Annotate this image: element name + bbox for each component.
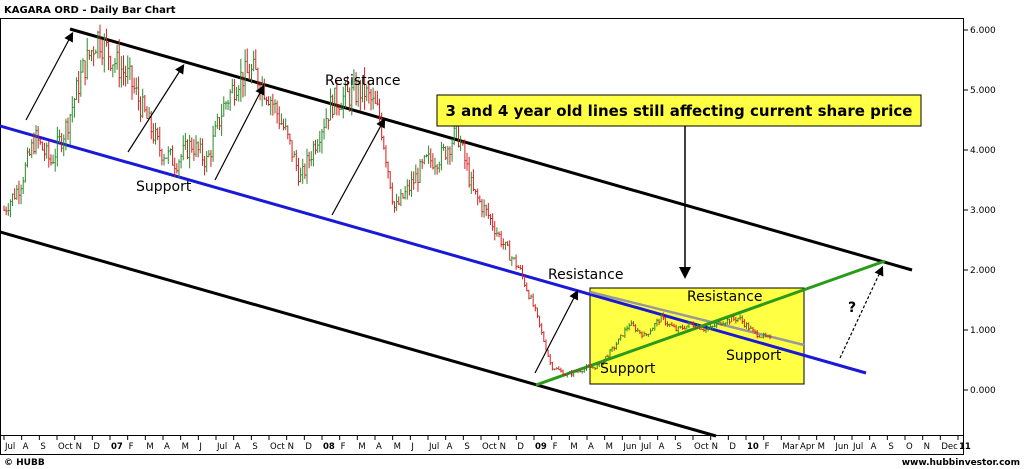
lower-channel-line bbox=[0, 230, 717, 438]
x-tick-label: Oct bbox=[694, 442, 709, 452]
blue-trend-line bbox=[0, 124, 867, 375]
x-tick-label: M bbox=[606, 442, 613, 452]
x-tick-label: Jun bbox=[622, 442, 636, 452]
x-tick-label: Mar bbox=[782, 442, 799, 452]
x-tick-label: F bbox=[765, 442, 770, 452]
x-tick-label: A bbox=[164, 442, 170, 452]
copyright-label: © HUBB bbox=[4, 458, 45, 468]
green-support-line bbox=[535, 259, 886, 387]
x-tick-label: N bbox=[76, 442, 82, 452]
x-tick-label: D bbox=[517, 442, 524, 452]
arrow-5 bbox=[534, 289, 579, 374]
x-tick-label: O bbox=[906, 442, 913, 452]
x-tick-label: S bbox=[40, 442, 45, 452]
x-tick-label: Jul bbox=[216, 442, 227, 452]
x-tick-label: F bbox=[129, 442, 134, 452]
y-tick-label: 6.000 bbox=[970, 26, 996, 36]
y-tick-label: 5.000 bbox=[970, 86, 996, 96]
question-label: ? bbox=[848, 300, 856, 316]
x-tick-label: S bbox=[676, 442, 681, 452]
support-label-box-right: Support bbox=[726, 348, 782, 364]
x-tick-label: M bbox=[818, 442, 825, 452]
x-tick-label: Jul bbox=[852, 442, 863, 452]
y-tick-label: 4.000 bbox=[970, 146, 996, 156]
x-tick-label: Dec bbox=[941, 442, 958, 452]
x-tick-label: F bbox=[341, 442, 346, 452]
x-tick-label: 08 bbox=[323, 442, 335, 452]
x-tick-label: N bbox=[288, 442, 294, 452]
x-tick-label: 09 bbox=[535, 442, 547, 452]
website-label: www.hubbinvestor.com bbox=[902, 458, 1020, 468]
x-tick-label: A bbox=[447, 442, 453, 452]
x-tick-label: N bbox=[924, 442, 930, 452]
x-tick-label: Oct bbox=[482, 442, 497, 452]
x-axis-ticks: Jul A S Oct N D 07 F M A M J Jul A S Oct N D 08 F M A M J Jul A S O… bbox=[3, 435, 971, 452]
x-tick-label: M bbox=[358, 442, 365, 452]
x-tick-label: S bbox=[464, 442, 469, 452]
x-tick-label: A bbox=[588, 442, 594, 452]
y-tick-label: 0.000 bbox=[970, 386, 996, 396]
resistance-label-top: Resistance bbox=[325, 73, 400, 89]
x-tick-label: M bbox=[146, 442, 153, 452]
resistance-label-mid: Resistance bbox=[548, 267, 623, 283]
x-tick-label: Jul bbox=[640, 442, 651, 452]
x-tick-label: 11 bbox=[959, 442, 971, 452]
x-tick-label: Oct bbox=[270, 442, 285, 452]
x-tick-label: D bbox=[305, 442, 312, 452]
x-tick-label: Jul bbox=[428, 442, 439, 452]
x-tick-label: A bbox=[659, 442, 665, 452]
callout-box bbox=[436, 94, 922, 127]
support-label-left: Support bbox=[136, 179, 192, 195]
x-tick-label: M bbox=[570, 442, 577, 452]
arrow-4 bbox=[331, 117, 386, 216]
support-label-box-left: Support bbox=[600, 361, 656, 377]
x-tick-label: F bbox=[553, 442, 558, 452]
x-tick-label: M bbox=[182, 442, 189, 452]
y-axis-ticks: 0.000 1.000 2.000 3.000 4.000 5.000 6.000 bbox=[963, 26, 996, 396]
x-tick-label: 10 bbox=[747, 442, 759, 452]
x-tick-label: A bbox=[23, 442, 29, 452]
x-tick-label: J bbox=[198, 442, 202, 452]
x-tick-label: Apr bbox=[800, 442, 815, 452]
callout-text: 3 and 4 year old lines still affecting c… bbox=[446, 102, 913, 120]
x-tick-label: N bbox=[712, 442, 718, 452]
upper-channel-line bbox=[69, 27, 913, 272]
chart-title: KAGARA ORD - Daily Bar Chart bbox=[4, 5, 176, 16]
x-tick-label: A bbox=[376, 442, 382, 452]
x-tick-label: A bbox=[871, 442, 877, 452]
arrow-3 bbox=[214, 84, 265, 181]
x-tick-label: D bbox=[93, 442, 100, 452]
x-tick-label: N bbox=[500, 442, 506, 452]
x-tick-label: D bbox=[729, 442, 736, 452]
x-tick-label: 07 bbox=[111, 442, 123, 452]
x-tick-label: S bbox=[888, 442, 893, 452]
y-tick-label: 3.000 bbox=[970, 206, 996, 216]
x-tick-label: Jul bbox=[4, 442, 15, 452]
x-tick-label: S bbox=[252, 442, 257, 452]
x-tick-label: A bbox=[235, 442, 241, 452]
x-tick-label: Oct bbox=[58, 442, 73, 452]
plot-frame bbox=[0, 18, 964, 455]
y-tick-label: 1.000 bbox=[970, 326, 996, 336]
arrow-2 bbox=[127, 63, 185, 153]
arrow-1 bbox=[25, 31, 74, 121]
price-bars bbox=[3, 24, 772, 378]
x-tick-label: J bbox=[410, 442, 414, 452]
swing-arrows bbox=[25, 31, 884, 374]
arrow-projection bbox=[839, 265, 884, 359]
x-tick-label: Jun bbox=[834, 442, 848, 452]
y-tick-label: 2.000 bbox=[970, 266, 996, 276]
resistance-label-box: Resistance bbox=[687, 289, 762, 305]
x-tick-label: M bbox=[394, 442, 401, 452]
